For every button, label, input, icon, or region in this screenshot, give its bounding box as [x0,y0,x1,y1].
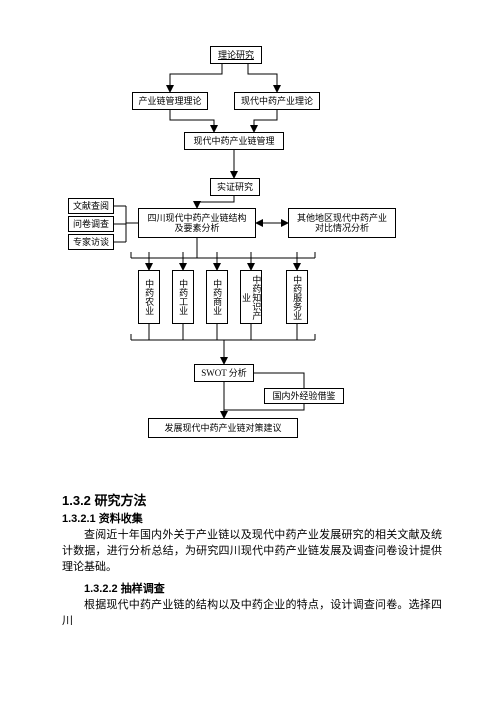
node-method-literature: 文献查阅 [68,198,114,214]
node-tcm-commerce: 中药商业 [206,270,228,324]
node-other-region: 其他地区现代中药产业 对比情况分析 [288,208,396,238]
node-tcm-service: 中药服务业 [286,270,308,324]
paragraph-sampling: 根据现代中药产业链的结构以及中药企业的特点，设计调查问卷。选择四川 [62,598,442,630]
node-empirical-research: 实证研究 [210,178,260,196]
node-sichuan-analysis: 四川现代中药产业链结构 及要素分析 [138,208,256,238]
node-tcm-chain-mgmt: 现代中药产业链管理 [184,132,284,150]
node-swot: SWOT 分析 [194,364,254,382]
page-root: { "flowchart": { "type": "flowchart", "b… [0,0,500,707]
node-tcm-agriculture: 中药农业 [138,270,160,324]
heading-1-3-2-2: 1.3.2.2 抽样调查 [84,582,165,598]
node-chain-mgmt-theory: 产业链管理理论 [132,92,208,110]
node-method-survey: 问卷调查 [68,216,114,232]
node-tcm-knowledge: 中药知识产业 [240,270,262,324]
node-suggestion: 发展现代中药产业链对策建议 [148,418,298,438]
node-tcm-industry: 中药工业 [172,270,194,324]
heading-1-3-2-1: 1.3.2.1 资料收集 [62,512,143,528]
paragraph-data-collection: 查阅近十年国内外关于产业链以及现代中药产业发展研究的相关文献及统计数据，进行分析… [62,528,442,576]
node-theory-research: 理论研究 [210,46,262,64]
node-method-interview: 专家访谈 [68,234,114,250]
node-tcm-industry-theory: 现代中药产业理论 [234,92,320,110]
heading-1-3-2: 1.3.2 研究方法 [62,492,147,511]
node-reference: 国内外经验借鉴 [264,388,344,404]
